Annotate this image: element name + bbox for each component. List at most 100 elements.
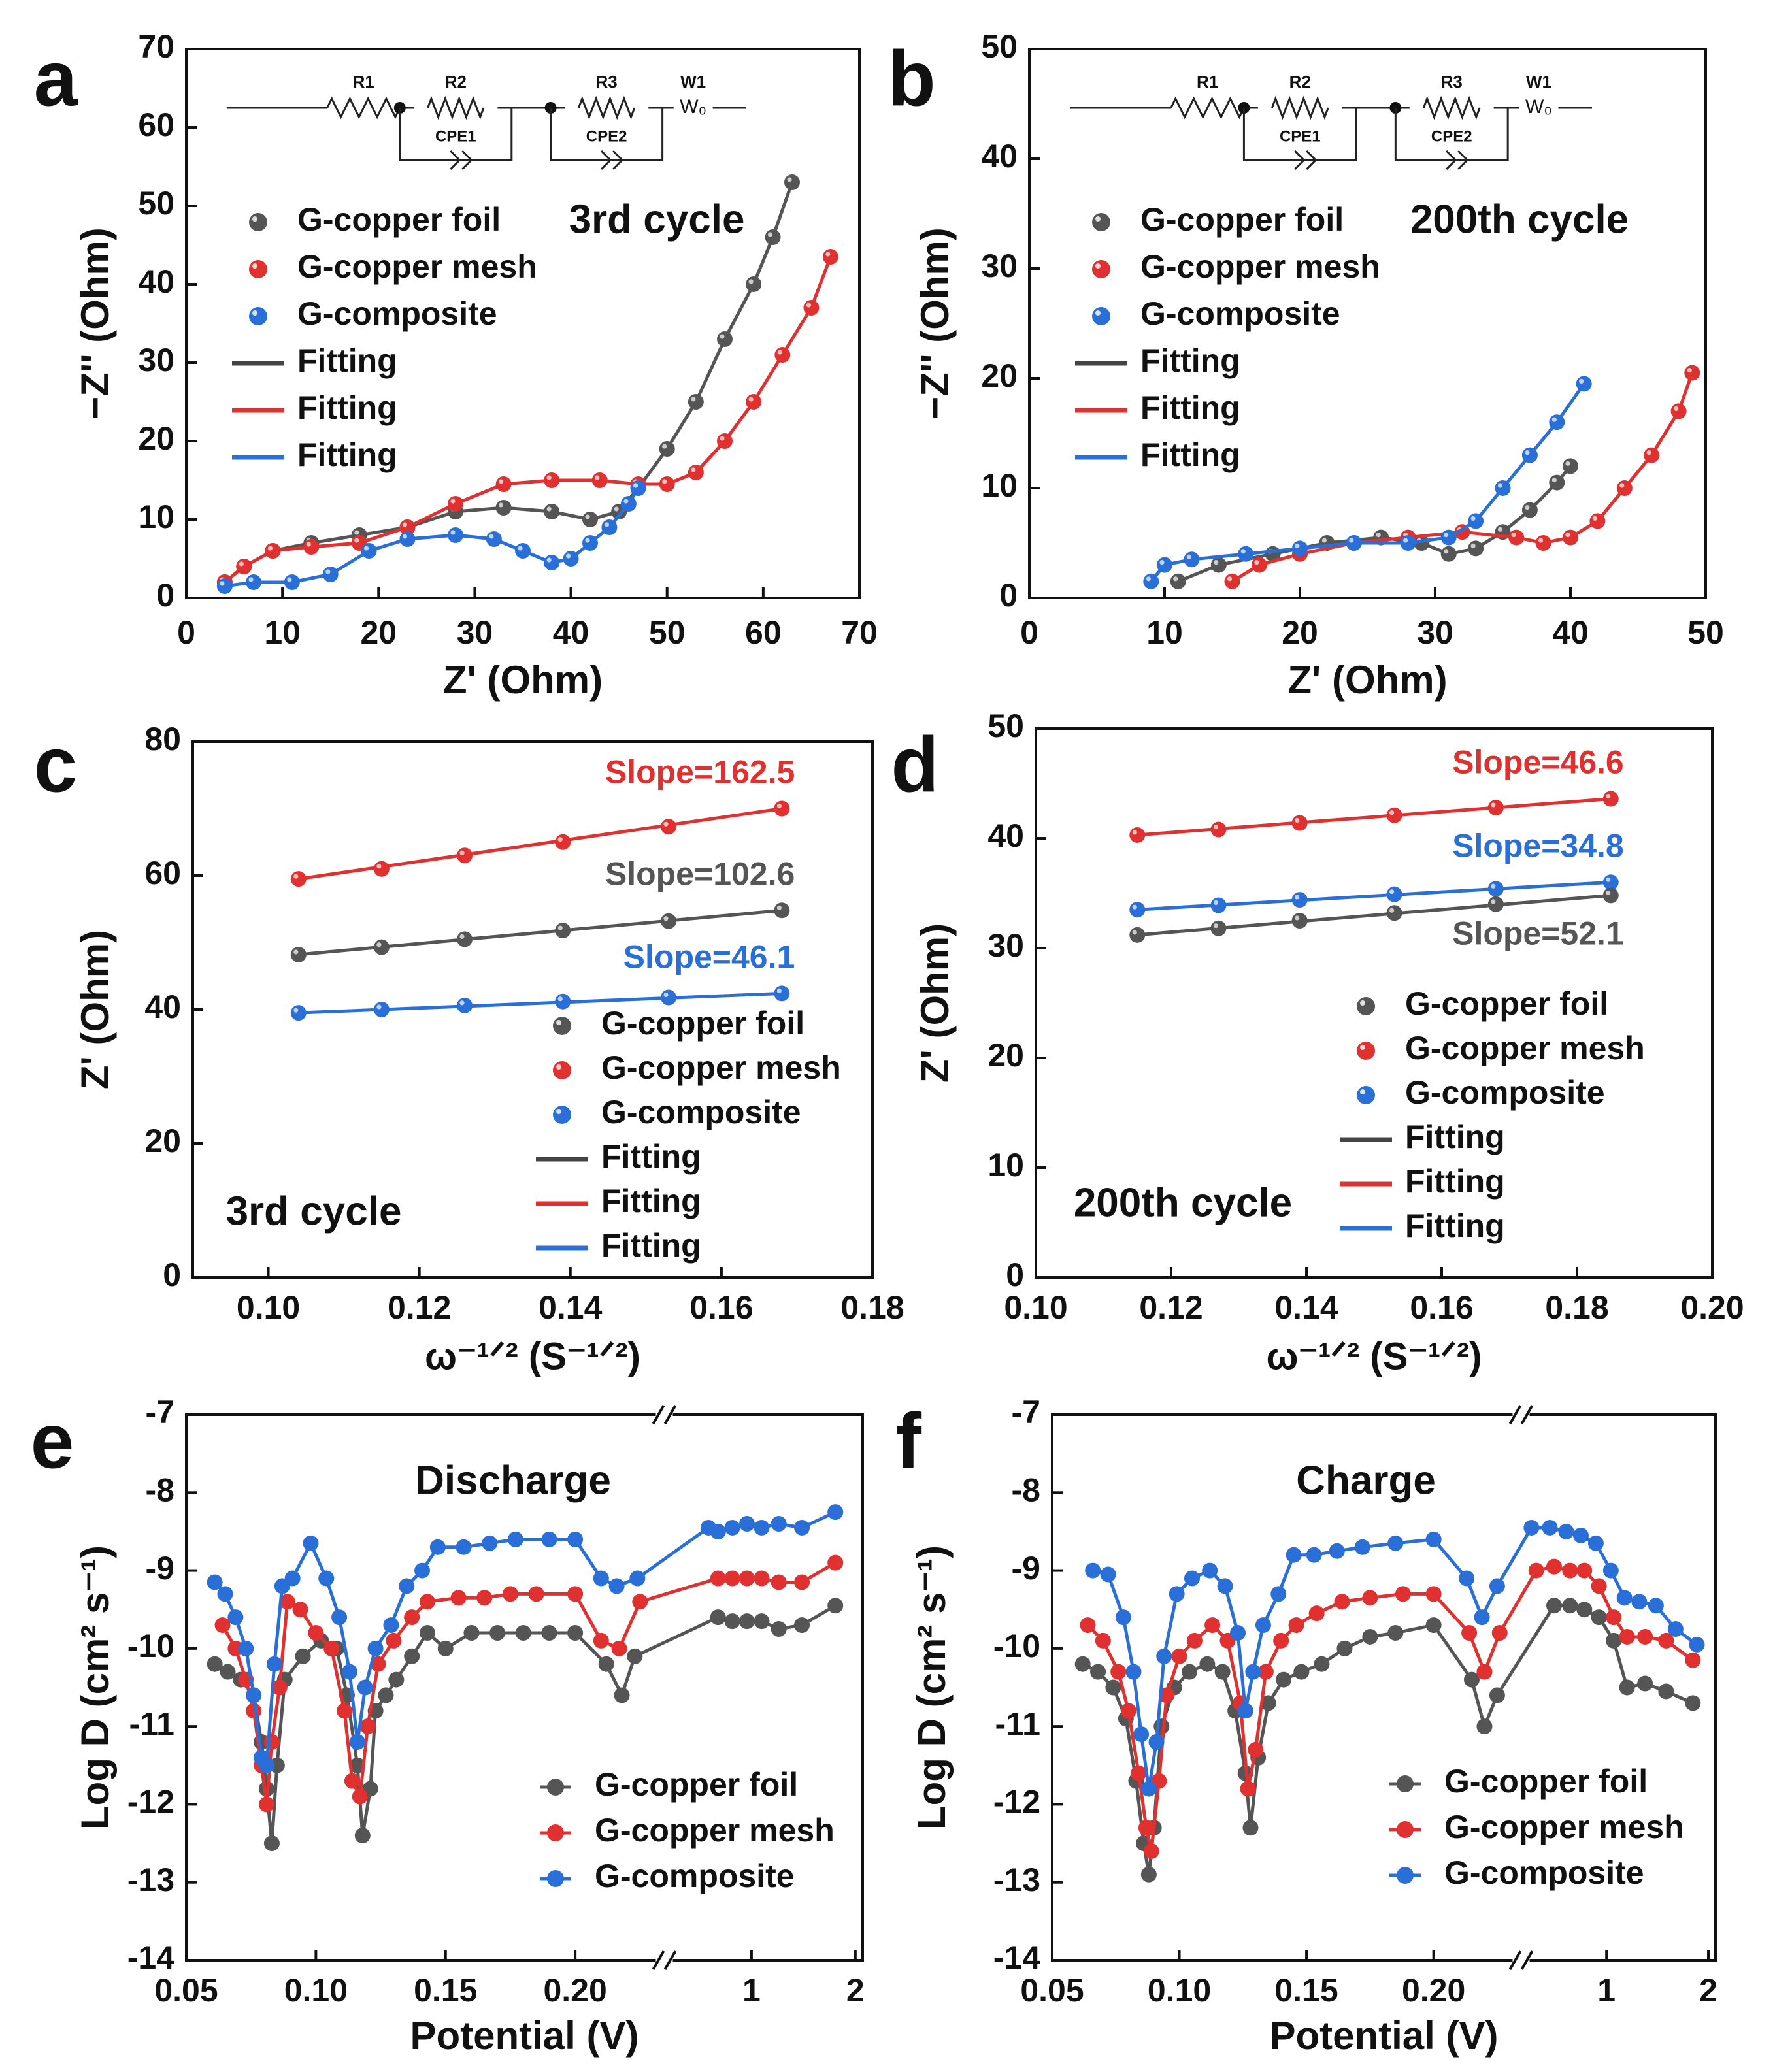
- legend-label: G-composite: [1140, 295, 1340, 332]
- data-point: [1587, 1535, 1604, 1551]
- data-point: [738, 1516, 755, 1532]
- x-tick-label: 0.12: [1139, 1289, 1203, 1326]
- y-tick-label: 50: [987, 708, 1024, 744]
- data-point: [1202, 1562, 1218, 1579]
- x-axis-title: ω⁻¹ᐟ² (S⁻¹ᐟ²): [1266, 1335, 1482, 1377]
- x-tick-label: 40: [1552, 614, 1589, 651]
- legend-marker-highlight: [556, 1064, 561, 1070]
- data-point: [1616, 1590, 1633, 1606]
- data-point: [659, 441, 675, 457]
- data-point-highlight: [1592, 516, 1597, 521]
- resistor-2: [1270, 95, 1329, 120]
- data-point: [1591, 1609, 1607, 1626]
- data-point: [1131, 1765, 1147, 1781]
- data-point-highlight: [1159, 560, 1165, 565]
- data-point: [1085, 1562, 1101, 1579]
- legend-label: G-copper mesh: [1444, 1809, 1684, 1845]
- data-point-highlight: [1491, 883, 1496, 889]
- data-point: [1670, 403, 1687, 419]
- data-point: [794, 1519, 810, 1536]
- data-point: [1521, 447, 1538, 463]
- data-point: [567, 1586, 584, 1602]
- y-tick-label: -10: [127, 1628, 174, 1664]
- legend-marker: [547, 1779, 564, 1796]
- data-point: [419, 1594, 435, 1610]
- data-point: [1120, 1703, 1136, 1719]
- data-point: [1292, 540, 1308, 557]
- data-point: [1474, 1609, 1490, 1626]
- data-point: [1291, 892, 1308, 908]
- data-point: [611, 1640, 627, 1656]
- data-point: [486, 531, 502, 547]
- data-point: [629, 1570, 646, 1587]
- y-tick-label: 40: [144, 989, 181, 1025]
- legend-marker: [1397, 1867, 1414, 1884]
- data-point-highlight: [376, 864, 382, 869]
- x-axis-title: Z' (Ohm): [1287, 658, 1447, 702]
- data-point: [567, 1531, 584, 1547]
- data-point-highlight: [293, 1008, 299, 1013]
- data-point: [582, 512, 598, 527]
- legend-marker-highlight: [1360, 1000, 1365, 1006]
- axis-break-mark: [1520, 1950, 1534, 1970]
- data-point: [1637, 1675, 1653, 1692]
- data-point-highlight: [748, 279, 754, 284]
- data-point: [593, 1570, 609, 1587]
- data-point: [495, 500, 512, 516]
- circuit-label-w1: W1: [1526, 72, 1551, 91]
- panel-label: b: [888, 35, 935, 123]
- x-tick-label: 2: [846, 1972, 865, 2009]
- y-tick-label: 40: [138, 263, 174, 300]
- data-point-highlight: [267, 546, 273, 551]
- axis-break-mark: [1508, 1950, 1522, 1970]
- legend-marker: [547, 1870, 564, 1887]
- data-point: [1140, 1866, 1157, 1883]
- data-point: [361, 543, 377, 559]
- data-point: [738, 1613, 755, 1630]
- data-point-highlight: [1646, 450, 1651, 455]
- data-point: [1602, 791, 1619, 807]
- data-point-highlight: [1295, 915, 1300, 921]
- data-point-highlight: [354, 538, 359, 543]
- data-point: [1508, 529, 1525, 546]
- data-point: [1495, 480, 1511, 496]
- y-axis-title: −Z'' (Ohm): [913, 227, 957, 419]
- data-point: [495, 476, 512, 492]
- legend-marker: [553, 1106, 571, 1124]
- cycle-annotation: 200th cycle: [1074, 1180, 1292, 1225]
- warburg-symbol: W₀: [1525, 96, 1552, 118]
- y-tick-label: 60: [138, 107, 174, 143]
- data-point-highlight: [565, 553, 571, 559]
- data-point: [1658, 1632, 1674, 1649]
- legend-marker-highlight: [556, 1109, 561, 1114]
- x-tick-label: 0.10: [284, 1972, 348, 2009]
- data-point-highlight: [1173, 576, 1178, 582]
- data-point-highlight: [489, 534, 494, 539]
- data-point: [1238, 546, 1254, 562]
- slope-label: Slope=46.6: [1452, 744, 1624, 781]
- data-point: [284, 574, 300, 590]
- circuit-label: CPE1: [1280, 127, 1321, 145]
- data-point-highlight: [595, 475, 600, 480]
- x-axis-title: Potential (V): [1269, 2014, 1498, 2058]
- data-point: [419, 1625, 435, 1641]
- data-point: [216, 578, 233, 594]
- data-point: [717, 331, 733, 347]
- data-point-highlight: [1132, 904, 1137, 910]
- data-point-highlight: [459, 1000, 465, 1006]
- data-point: [555, 993, 571, 1010]
- data-point: [724, 1519, 740, 1536]
- data-point: [593, 1632, 609, 1649]
- data-point: [688, 465, 704, 480]
- legend-label: G-copper mesh: [601, 1049, 841, 1086]
- data-point-highlight: [691, 467, 696, 472]
- data-point-highlight: [604, 522, 610, 527]
- circuit-branch: [1242, 108, 1357, 161]
- data-point: [207, 1574, 223, 1590]
- legend-label: G-composite: [601, 1094, 801, 1130]
- y-tick-label: 10: [138, 499, 174, 535]
- fitting-line: [224, 487, 640, 588]
- circuit-label: R2: [445, 72, 467, 91]
- x-tick-label: 20: [360, 614, 397, 651]
- data-point: [1286, 1547, 1302, 1563]
